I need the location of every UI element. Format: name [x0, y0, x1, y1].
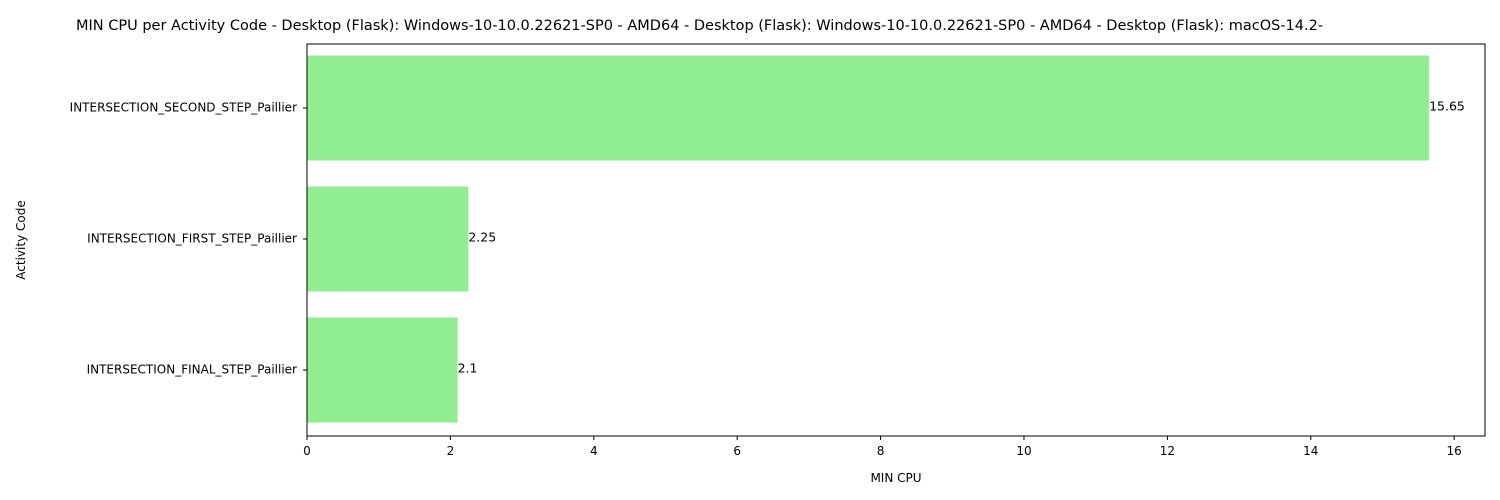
y-tick-label: INTERSECTION_FIRST_STEP_Paillier [87, 232, 297, 246]
data-label-3: 2.1 [458, 361, 478, 376]
x-tick-label: 6 [733, 444, 741, 458]
plot-frame [306, 43, 1486, 437]
data-label-2: 2.25 [468, 230, 496, 245]
x-tick-label: 2 [447, 444, 455, 458]
x-axis-label: MIN CPU [870, 471, 921, 485]
y-axis-ticks: INTERSECTION_SECOND_STEP_Paillier INTERSE… [70, 101, 307, 377]
chart-title: MIN CPU per Activity Code - Desktop (Fla… [76, 18, 1323, 34]
bar-1 [307, 55, 1430, 161]
bar-2 [307, 186, 469, 292]
bar-3 [307, 317, 458, 423]
x-tick-label: 10 [1016, 444, 1031, 458]
data-label-1: 15.65 [1429, 99, 1465, 114]
x-axis-ticks: 0 2 4 6 8 10 12 14 16 [303, 436, 1462, 458]
x-tick-label: 8 [877, 444, 885, 458]
bars-group [307, 55, 1430, 423]
y-axis-label: Activity Code [14, 200, 28, 279]
x-tick-label: 4 [590, 444, 598, 458]
data-labels-group: 15.65 2.25 2.1 [458, 99, 1465, 376]
x-tick-label: 0 [303, 444, 311, 458]
y-tick-label: INTERSECTION_SECOND_STEP_Paillier [70, 101, 297, 115]
x-tick-label: 12 [1160, 444, 1175, 458]
x-tick-label: 16 [1447, 444, 1462, 458]
x-tick-label: 14 [1303, 444, 1318, 458]
y-tick-label: INTERSECTION_FINAL_STEP_Paillier [87, 363, 297, 377]
